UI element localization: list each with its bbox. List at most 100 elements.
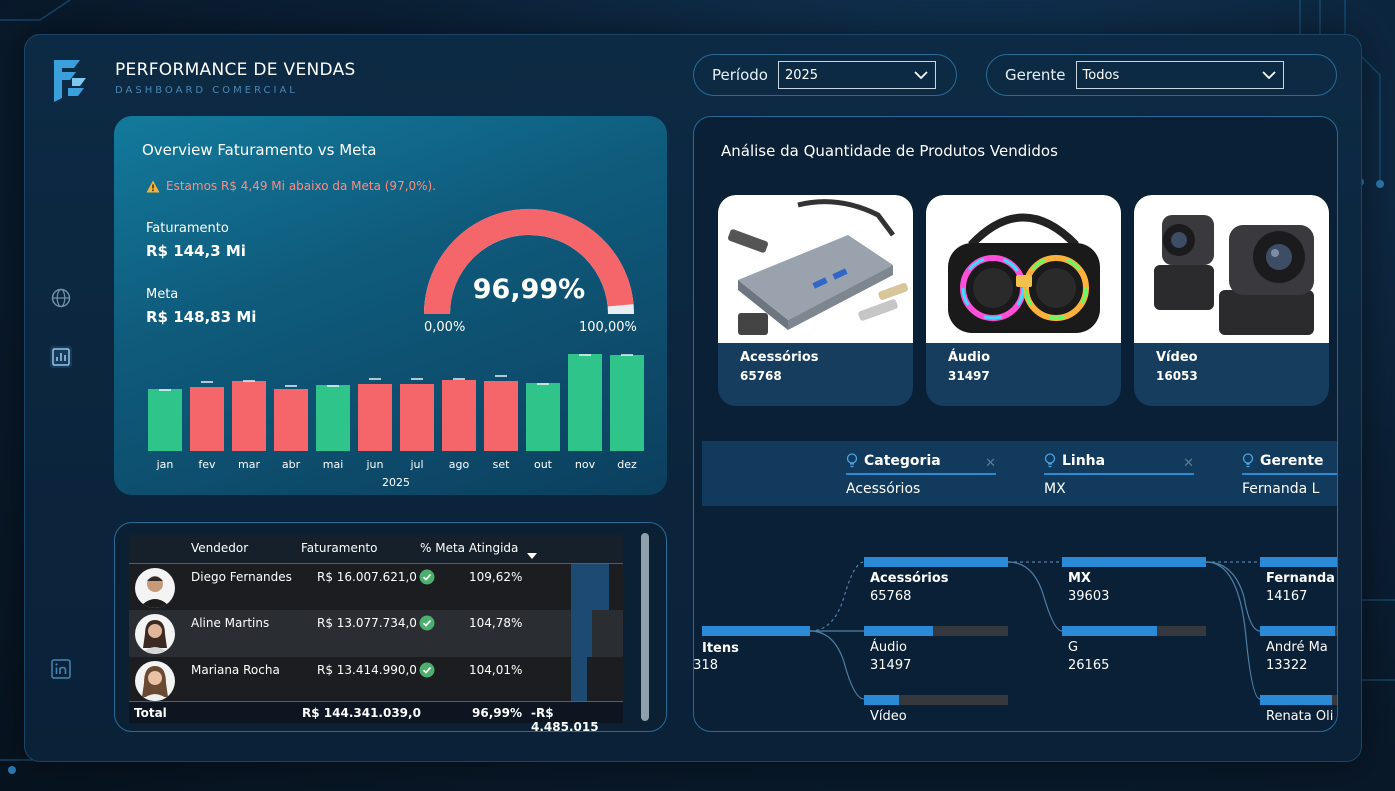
table-row[interactable]: Mariana Rocha R$ 13.414.990,0 104,01%	[129, 657, 623, 704]
bar-set[interactable]	[484, 381, 518, 451]
bar-dez[interactable]	[610, 355, 644, 451]
tree-node-bar[interactable]	[864, 557, 1008, 567]
x-axis-label: 2025	[382, 476, 410, 489]
analysis-title: Análise da Quantidade de Produtos Vendid…	[721, 142, 1058, 160]
bar-out[interactable]	[526, 383, 560, 451]
meta-label: Meta	[146, 287, 179, 302]
meta-bar	[571, 657, 587, 704]
table-scrollbar[interactable]	[639, 533, 651, 723]
product-card-video[interactable]: Vídeo 16053	[1134, 195, 1329, 406]
meta-bar	[571, 564, 610, 611]
check-circle-icon	[419, 569, 435, 585]
vendedor-name: Mariana Rocha	[191, 663, 280, 677]
table-total-row: Total R$ 144.341.039,0 96,99% -R$ 4.485.…	[129, 701, 623, 734]
tree-node-bar[interactable]	[864, 695, 1008, 705]
scrollbar-thumb[interactable]	[641, 533, 649, 721]
column-header-faturamento[interactable]: Faturamento	[301, 541, 378, 555]
overview-title: Overview Faturamento vs Meta	[142, 141, 377, 159]
periodo-value: 2025	[784, 67, 819, 83]
x-tick-label: fev	[198, 458, 216, 471]
tree-node-bar[interactable]	[1260, 626, 1337, 636]
vendedor-pct: 104,01%	[469, 663, 523, 677]
total-diff: -R$ 4.485.015	[531, 706, 599, 734]
x-tick-label: abr	[282, 458, 301, 471]
globe-icon[interactable]	[50, 287, 72, 309]
column-header-vendedor[interactable]: Vendedor	[191, 541, 249, 555]
x-tick-label: mar	[238, 458, 260, 471]
bar-fev[interactable]	[190, 387, 224, 451]
tree-node-label: MX	[1068, 571, 1091, 586]
close-icon[interactable]: ✕	[1183, 456, 1194, 471]
product-name: Acessórios	[740, 350, 819, 365]
warning-icon	[146, 180, 160, 192]
tree-node-bar[interactable]	[1260, 695, 1337, 705]
periodo-filter: Período 2025	[693, 54, 957, 96]
product-qty: 31497	[948, 369, 990, 383]
table-row[interactable]: Aline Martins R$ 13.077.734,0 104,78%	[129, 610, 623, 657]
tree-node-bar[interactable]	[1062, 557, 1206, 567]
gerente-label: Gerente	[1005, 66, 1066, 84]
close-icon[interactable]: ✕	[985, 456, 996, 471]
x-tick-label: jul	[409, 458, 423, 471]
linkedin-icon[interactable]	[50, 658, 72, 680]
tree-header-title: Gerente	[1260, 453, 1324, 469]
gerente-filter: Gerente Todos	[986, 54, 1337, 96]
tree-node-bar[interactable]	[1260, 557, 1337, 567]
bar-nov[interactable]	[568, 354, 602, 451]
bar-jan[interactable]	[148, 389, 182, 451]
lightbulb-icon	[1242, 453, 1254, 468]
table-row[interactable]: Diego Fernandes R$ 16.007.621,0 109,62%	[129, 563, 623, 611]
bar-ago[interactable]	[442, 380, 476, 451]
total-pct: 96,99%	[472, 706, 522, 720]
tree-header-value: Acessórios	[846, 481, 921, 497]
avatar	[135, 568, 175, 608]
product-qty: 16053	[1156, 369, 1198, 383]
column-header-meta[interactable]: % Meta Atingida	[420, 541, 519, 555]
table-header: Vendedor Faturamento % Meta Atingida	[129, 535, 623, 563]
tree-node-value: 14167	[1266, 589, 1308, 604]
gauge-max: 100,00%	[579, 320, 637, 335]
x-tick-label: out	[534, 458, 553, 471]
bar-jul[interactable]	[400, 384, 434, 451]
bar-mar[interactable]	[232, 381, 266, 451]
faturamento-label: Faturamento	[146, 221, 229, 236]
tree-header-linha[interactable]: Linha ✕ MX	[1044, 453, 1194, 497]
tree-node-bar[interactable]	[702, 626, 810, 636]
tree-node-label: Fernanda	[1266, 571, 1335, 586]
sort-desc-icon[interactable]	[527, 553, 537, 559]
x-tick-label: jun	[366, 458, 384, 471]
periodo-select[interactable]: 2025	[777, 61, 936, 89]
tree-node-value: 31497	[870, 658, 912, 673]
report-icon[interactable]	[50, 346, 72, 368]
tree-node-label: Renata Oli	[1266, 709, 1334, 723]
chevron-down-icon	[1261, 71, 1276, 80]
tree-header-gerente[interactable]: Gerente Fernanda L	[1242, 453, 1337, 497]
total-label: Total	[134, 706, 167, 720]
bar-jun[interactable]	[358, 384, 392, 451]
gerente-select[interactable]: Todos	[1075, 61, 1284, 89]
tree-node-bar[interactable]	[864, 626, 1008, 636]
tree-header-categoria[interactable]: Categoria ✕ Acessórios	[846, 453, 996, 497]
tree-node-value: 39603	[1068, 589, 1110, 604]
check-circle-icon	[419, 662, 435, 678]
tree-node-label: Acessórios	[870, 571, 949, 586]
lightbulb-icon	[1044, 453, 1056, 468]
vendedor-faturamento: R$ 16.007.621,0	[317, 570, 417, 584]
chevron-down-icon	[914, 71, 928, 80]
meta-gauge	[424, 208, 634, 315]
tree-root-value: 318	[694, 658, 718, 673]
warning-message: Estamos R$ 4,49 Mi abaixo da Meta (97,0%…	[146, 179, 436, 193]
tree-header-title: Categoria	[864, 453, 941, 469]
product-card-audio[interactable]: Áudio 31497	[926, 195, 1121, 406]
product-name: Vídeo	[1156, 350, 1198, 365]
tree-node-bar[interactable]	[1062, 626, 1206, 636]
x-tick-label: ago	[449, 458, 470, 471]
product-card-acessorios[interactable]: Acessórios 65768	[718, 195, 913, 406]
bar-mai[interactable]	[316, 385, 350, 451]
logo-icon	[54, 60, 86, 102]
analysis-card: Análise da Quantidade de Produtos Vendid…	[693, 116, 1338, 732]
bar-abr[interactable]	[274, 389, 308, 451]
tree-node-value: 13322	[1266, 658, 1308, 673]
gerente-value: Todos	[1082, 67, 1120, 83]
tree-node-label: Áudio	[870, 640, 907, 655]
